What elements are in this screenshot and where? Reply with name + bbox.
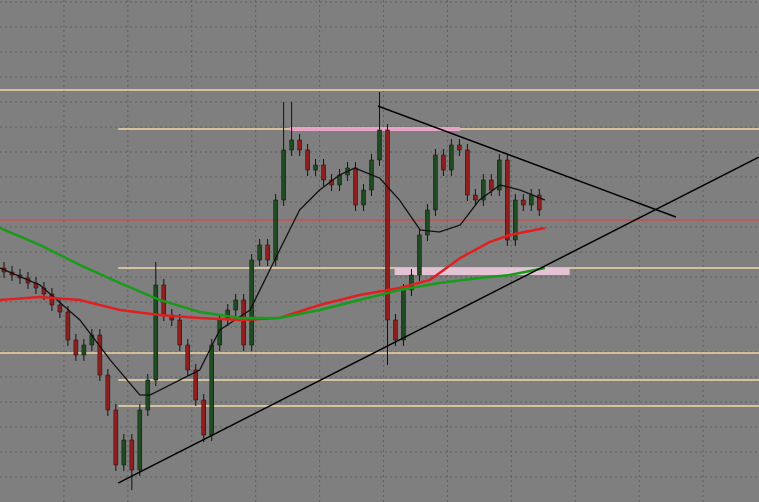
candle-body [177,319,183,346]
candle-body [65,311,71,341]
candle-body [529,194,534,206]
candle-body [473,194,478,201]
candle-body [233,299,238,311]
moving-average [0,167,546,396]
candle-body [289,139,294,151]
price-zone [394,268,570,275]
candle-body [449,144,454,171]
candle-body [265,244,270,261]
candle-body [537,194,542,211]
candle-body [465,149,470,196]
candle-body [321,164,326,181]
candle-body [113,409,119,466]
price-zone [290,127,461,131]
candle-body [433,154,438,211]
candle-body [153,284,159,381]
moving-average [0,226,546,322]
candle-body [81,344,87,356]
candle-body [497,159,502,191]
candle-body [193,369,198,401]
candle-body [481,179,486,201]
candle-body [489,179,494,191]
candle-body [521,199,526,206]
candle-body [49,293,55,306]
candle-body [313,164,318,171]
candle-body [297,139,302,151]
candle-body [201,399,206,436]
candle-body [129,439,135,471]
candle-body [441,154,446,171]
candle-body [513,199,518,241]
candle-body [457,144,462,151]
candle-body [185,344,191,371]
candle-body [241,299,246,346]
candle-body [305,149,310,171]
candle-body [257,244,262,261]
candle-body [417,234,422,276]
trend-line [117,156,759,484]
candle-body [377,129,382,161]
candle-body [273,199,278,261]
candle-body [353,167,358,206]
moving-average [0,226,546,320]
candle-body [393,319,398,341]
candle-body [385,129,390,321]
candle-body [97,334,103,376]
candle-body [361,189,366,206]
candle-body [209,344,214,436]
candle-body [281,149,286,201]
candle-body [105,374,111,411]
candle-body [57,304,63,313]
candle-body [409,274,414,291]
candle-body [401,289,406,341]
candle-body [425,209,430,236]
candle-body [505,159,510,241]
candle-body [73,339,79,356]
candle-body [137,409,143,471]
candle-body [121,439,127,466]
trend-line [377,105,677,218]
